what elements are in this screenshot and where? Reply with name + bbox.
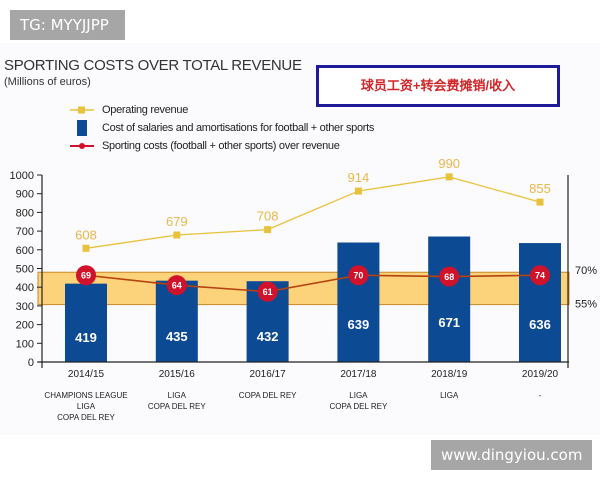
revenue-marker bbox=[264, 226, 272, 234]
revenue-value-label: 708 bbox=[257, 209, 279, 224]
reference-band bbox=[37, 271, 570, 306]
revenue-value-label: 855 bbox=[529, 181, 551, 196]
x-sublabel: CHAMPIONS LEAGUE bbox=[44, 391, 127, 400]
x-tick-label: 2019/20 bbox=[522, 369, 559, 380]
chart-title: SPORTING COSTS OVER TOTAL REVENUE bbox=[4, 57, 302, 74]
ratio-marker bbox=[348, 265, 369, 286]
x-sublabel: COPA DEL REY bbox=[148, 402, 206, 411]
revenue-marker bbox=[173, 231, 181, 239]
y-tick-label: 100 bbox=[16, 338, 34, 350]
y-tick-label: 300 bbox=[16, 301, 34, 313]
y-tick-label: 600 bbox=[16, 245, 34, 257]
revenue-marker bbox=[82, 244, 90, 252]
x-tick-label: 2016/17 bbox=[250, 369, 287, 380]
legend-bar-icon bbox=[77, 120, 87, 136]
revenue-value-label: 679 bbox=[166, 214, 188, 229]
x-sublabel: LIGA bbox=[168, 391, 187, 400]
y-tick-label: 700 bbox=[16, 226, 34, 238]
x-sublabel: LIGA bbox=[440, 391, 459, 400]
legend-label-costs: Cost of salaries and amortisations for f… bbox=[102, 122, 375, 134]
bar-2014/15 bbox=[65, 283, 107, 362]
x-sublabel: COPA DEL REY bbox=[239, 391, 297, 400]
y-tick-label: 800 bbox=[16, 207, 34, 219]
x-tick-label: 2018/19 bbox=[431, 369, 468, 380]
ratio-marker bbox=[257, 281, 278, 302]
x-tick-label: 2017/18 bbox=[340, 369, 377, 380]
y-tick-label: 200 bbox=[16, 320, 34, 332]
bar-value-label: 435 bbox=[166, 329, 188, 344]
legend-ratio-icon bbox=[70, 143, 94, 149]
revenue-value-label: 914 bbox=[348, 170, 370, 185]
legend-label-ratio: Sporting costs (football + other sports)… bbox=[102, 140, 340, 152]
x-tick-label: 2014/15 bbox=[68, 369, 105, 380]
ratio-marker bbox=[166, 275, 187, 296]
x-sublabel: COPA DEL REY bbox=[57, 413, 115, 422]
x-tick-label: 2015/16 bbox=[159, 369, 196, 380]
bar-value-label: 432 bbox=[257, 329, 279, 344]
revenue-marker bbox=[536, 198, 544, 206]
bar-2018/19 bbox=[428, 236, 471, 362]
y-tick-label: 1000 bbox=[10, 170, 34, 182]
ratio-marker bbox=[439, 266, 460, 287]
watermark-top: TG: MYYJJPP bbox=[10, 10, 125, 40]
bar-2017/18 bbox=[337, 242, 380, 362]
ratio-value-label: 69 bbox=[81, 270, 91, 280]
band-low-label: 55% bbox=[575, 299, 597, 311]
band-high-label: 70% bbox=[575, 265, 597, 277]
ratio-value-label: 68 bbox=[444, 272, 454, 282]
bar-value-label: 419 bbox=[75, 330, 97, 345]
x-sublabel: LIGA bbox=[349, 391, 368, 400]
x-sublabel: COPA DEL REY bbox=[330, 402, 388, 411]
y-tick-label: 400 bbox=[16, 282, 34, 294]
ratio-marker bbox=[530, 265, 550, 286]
y-tick-label: 0 bbox=[28, 357, 34, 369]
legend-revenue-icon bbox=[70, 106, 94, 114]
ratio-line bbox=[85, 274, 541, 293]
revenue-marker bbox=[354, 187, 362, 195]
revenue-marker bbox=[445, 173, 453, 181]
x-sublabel: LIGA bbox=[77, 402, 96, 411]
bar-value-label: 671 bbox=[438, 315, 460, 330]
ratio-value-label: 74 bbox=[535, 270, 545, 280]
y-tick-label: 500 bbox=[16, 264, 34, 276]
chart-subtitle: (Millions of euros) bbox=[4, 76, 91, 88]
ratio-marker bbox=[76, 265, 96, 286]
annotation-box: 球员工资+转会费摊销/收入 bbox=[316, 65, 560, 107]
bar-2019/20 bbox=[519, 243, 561, 362]
revenue-value-label: 608 bbox=[75, 227, 97, 242]
ratio-value-label: 61 bbox=[263, 287, 273, 297]
revenue-line bbox=[85, 176, 541, 249]
revenue-value-label: 990 bbox=[438, 156, 460, 171]
y-tick-label: 900 bbox=[16, 189, 34, 201]
chart-panel bbox=[0, 43, 600, 435]
ratio-value-label: 64 bbox=[172, 280, 182, 290]
bar-value-label: 636 bbox=[529, 317, 551, 332]
watermark-bottom: www.dingyiou.com bbox=[431, 440, 593, 470]
ratio-value-label: 70 bbox=[353, 270, 363, 280]
x-sublabel: - bbox=[539, 391, 542, 400]
bar-value-label: 639 bbox=[348, 317, 370, 332]
legend-label-revenue: Operating revenue bbox=[102, 104, 189, 116]
